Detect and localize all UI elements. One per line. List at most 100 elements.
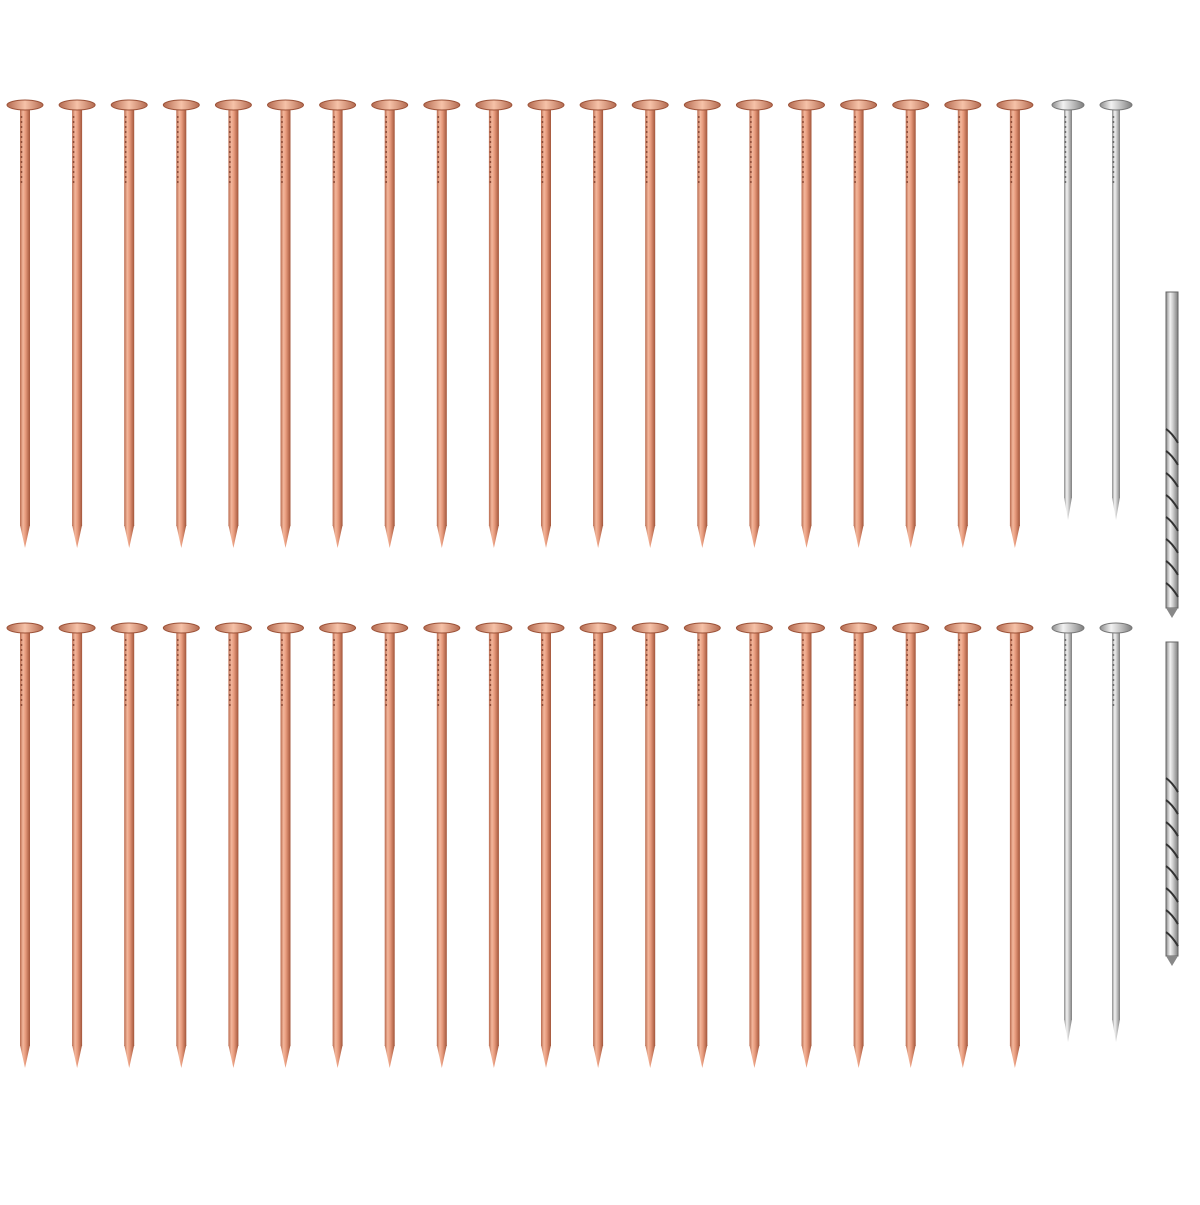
grip-ring [697,156,700,158]
grip-ring [645,639,648,641]
grip-ring [229,126,231,128]
grip-ring [124,141,127,143]
grip-ring [281,669,283,671]
grip-ring [489,684,492,686]
grip-ring [593,126,596,128]
grip-ring [229,679,231,681]
grip-ring [437,679,440,681]
nail-shank [541,628,551,1046]
nail-head [214,622,252,634]
grip-ring [124,654,127,656]
grip-ring [697,684,700,686]
grip-ring [541,116,544,118]
grip-ring [750,176,752,178]
grip-ring [645,664,648,666]
copper-nail [735,622,773,1068]
grip-ring [1112,166,1115,168]
grip-ring [176,694,179,696]
nail-head [683,99,721,111]
grip-ring [906,136,909,138]
grip-ring [72,116,75,118]
grip-ring [124,171,127,173]
copper-nail [162,622,200,1068]
grip-ring [385,156,388,158]
drill-flute [1165,777,1179,793]
grip-ring [541,146,544,148]
grip-ring [1112,126,1115,128]
grip-ring [385,689,388,691]
grip-ring [124,121,127,123]
grip-ring [20,644,23,646]
grip-ring [72,639,75,641]
grip-ring [333,121,335,123]
grip-ring [385,704,388,706]
copper-nail [527,622,565,1068]
nail-head [735,622,773,634]
grip-ring [1064,644,1067,646]
grip-ring [385,669,388,671]
grip-ring [20,699,23,701]
grip-ring [1064,161,1067,163]
grip-ring [124,649,127,651]
grip-ring [958,664,961,666]
grip-ring [20,156,23,158]
grip-ring [437,654,440,656]
grip-ring [489,156,492,158]
grip-ring [697,674,700,676]
grip-ring [906,699,909,701]
grip-ring [229,674,231,676]
grip-ring [802,156,804,158]
nail-shank [697,628,708,1046]
grip-ring [124,694,127,696]
grip-ring [958,689,961,691]
grip-ring [1064,669,1067,671]
grip-ring [20,654,23,656]
grip-ring [1112,679,1115,681]
grip-ring [645,181,648,183]
grip-ring [1010,166,1013,168]
grip-ring [72,181,75,183]
grip-ring [72,694,75,696]
grip-ring [1010,654,1013,656]
grip-ring [750,654,752,656]
grip-ring [697,161,700,163]
grip-ring [176,151,179,153]
copper-nail [6,622,44,1068]
grip-ring [176,679,179,681]
grip-ring [906,684,909,686]
grip-ring [750,161,752,163]
nail-tip [697,525,708,548]
grip-ring [802,146,804,148]
grip-ring [854,644,856,646]
grip-ring [593,639,596,641]
nail-tip [332,525,343,548]
nail-shank [801,105,812,526]
grip-ring [854,699,856,701]
grip-ring [645,121,648,123]
grip-ring [176,141,179,143]
copper-nail [6,99,44,548]
grip-ring [124,176,127,178]
grip-ring [1064,141,1067,143]
nail-shank [384,105,395,526]
copper-nail [631,622,669,1068]
grip-ring [333,131,335,133]
grip-ring [906,659,909,661]
grip-ring [489,639,492,641]
grip-ring [750,181,752,183]
grip-ring [593,141,596,143]
grip-ring [541,126,544,128]
copper-nail [683,99,721,548]
grip-ring [72,684,75,686]
grip-ring [802,141,804,143]
grip-ring [593,704,596,706]
nail-head [944,99,982,111]
grip-ring [802,664,804,666]
grip-ring [124,116,127,118]
grip-ring [645,679,648,681]
grip-ring [697,131,700,133]
nail-shank [905,628,916,1046]
grip-ring [593,181,596,183]
grip-ring [333,649,335,651]
grip-ring [229,131,231,133]
